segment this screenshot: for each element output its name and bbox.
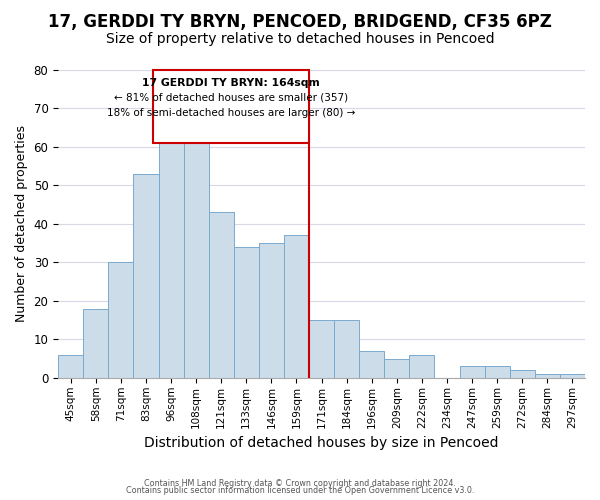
Bar bbox=[109, 262, 133, 378]
Bar bbox=[560, 374, 585, 378]
Bar bbox=[234, 247, 259, 378]
Bar bbox=[133, 174, 158, 378]
Text: Contains HM Land Registry data © Crown copyright and database right 2024.: Contains HM Land Registry data © Crown c… bbox=[144, 478, 456, 488]
Text: Size of property relative to detached houses in Pencoed: Size of property relative to detached ho… bbox=[106, 32, 494, 46]
Bar bbox=[485, 366, 510, 378]
Bar bbox=[154, 70, 309, 143]
Bar bbox=[510, 370, 535, 378]
Text: 17 GERDDI TY BRYN: 164sqm: 17 GERDDI TY BRYN: 164sqm bbox=[142, 78, 320, 88]
Bar bbox=[409, 355, 434, 378]
Bar bbox=[83, 308, 109, 378]
Y-axis label: Number of detached properties: Number of detached properties bbox=[15, 126, 28, 322]
Bar bbox=[209, 212, 234, 378]
Bar bbox=[184, 136, 209, 378]
Bar bbox=[259, 243, 284, 378]
Bar bbox=[535, 374, 560, 378]
Bar bbox=[460, 366, 485, 378]
Text: 17, GERDDI TY BRYN, PENCOED, BRIDGEND, CF35 6PZ: 17, GERDDI TY BRYN, PENCOED, BRIDGEND, C… bbox=[48, 12, 552, 30]
Bar bbox=[384, 358, 409, 378]
Bar bbox=[158, 120, 184, 378]
Text: Contains public sector information licensed under the Open Government Licence v3: Contains public sector information licen… bbox=[126, 486, 474, 495]
Bar bbox=[359, 351, 384, 378]
Bar bbox=[309, 320, 334, 378]
Bar bbox=[334, 320, 359, 378]
Bar bbox=[58, 355, 83, 378]
Bar bbox=[284, 236, 309, 378]
Text: ← 81% of detached houses are smaller (357): ← 81% of detached houses are smaller (35… bbox=[114, 92, 349, 102]
Text: 18% of semi-detached houses are larger (80) →: 18% of semi-detached houses are larger (… bbox=[107, 108, 355, 118]
X-axis label: Distribution of detached houses by size in Pencoed: Distribution of detached houses by size … bbox=[145, 436, 499, 450]
